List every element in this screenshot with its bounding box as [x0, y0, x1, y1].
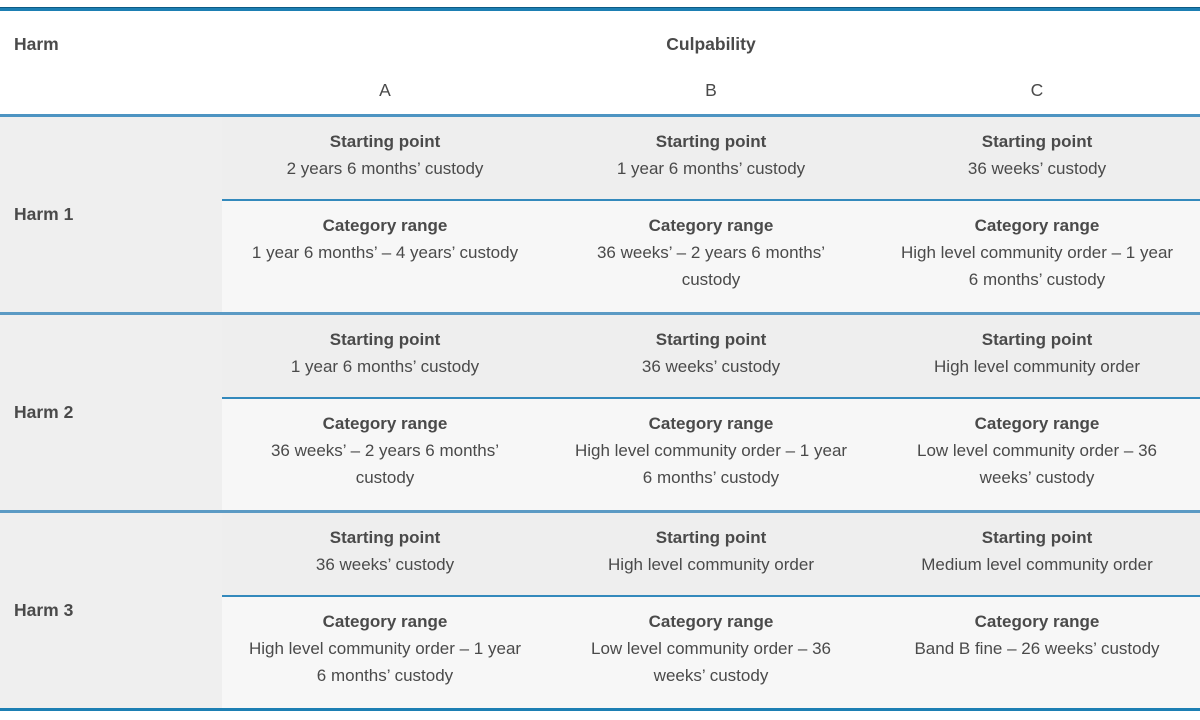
- table-cell: Category range High level community orde…: [222, 597, 548, 708]
- harm-column-header: Harm: [14, 34, 59, 54]
- starting-point-value: 36 weeks’ custody: [967, 159, 1107, 178]
- table-cell: Category range High level community orde…: [548, 399, 874, 510]
- group-rule: [0, 312, 1200, 315]
- table-cell: Category range High level community orde…: [874, 201, 1200, 312]
- table-cell: Starting point 2 years 6 months’ custody: [222, 117, 548, 199]
- table-cell: Starting point High level community orde…: [874, 315, 1200, 397]
- category-range-value: High level community order – 1 year 6 mo…: [900, 243, 1174, 289]
- starting-point-heading: Starting point: [329, 330, 441, 349]
- harm-1-group: Harm 1 Starting point 2 years 6 months’ …: [0, 117, 1200, 312]
- table-cell: Starting point Medium level community or…: [874, 513, 1200, 595]
- subrow-separator: [222, 199, 1200, 201]
- table-cell: Category range Band B fine – 26 weeks’ c…: [874, 597, 1200, 708]
- category-range-heading: Category range: [648, 414, 774, 433]
- starting-point-heading: Starting point: [981, 330, 1093, 349]
- column-header-c: C: [1030, 80, 1044, 100]
- category-range-heading: Category range: [648, 216, 774, 235]
- category-range-heading: Category range: [974, 414, 1100, 433]
- starting-point-heading: Starting point: [981, 132, 1093, 151]
- column-header-a: A: [379, 80, 391, 100]
- group-rule: [0, 510, 1200, 513]
- category-range-value: 36 weeks’ – 2 years 6 months’ custody: [596, 243, 826, 289]
- starting-point-heading: Starting point: [655, 528, 767, 547]
- table-cell: Category range Low level community order…: [874, 399, 1200, 510]
- starting-point-heading: Starting point: [981, 528, 1093, 547]
- starting-point-value: 1 year 6 months’ custody: [290, 357, 480, 376]
- harm-3-content: Starting point 36 weeks’ custody Startin…: [222, 513, 1200, 708]
- starting-point-value: 36 weeks’ custody: [315, 555, 455, 574]
- bottom-rule: [0, 708, 1200, 711]
- category-range-value: 1 year 6 months’ – 4 years’ custody: [251, 243, 519, 262]
- harm-3-group: Harm 3 Starting point 36 weeks’ custody …: [0, 513, 1200, 708]
- table-cell: Category range 36 weeks’ – 2 years 6 mon…: [222, 399, 548, 510]
- harm-2-label: Harm 2: [0, 315, 222, 510]
- table-cell: Category range Low level community order…: [548, 597, 874, 708]
- starting-point-value: High level community order: [608, 555, 814, 574]
- table-cell: Category range 1 year 6 months’ – 4 year…: [222, 201, 548, 312]
- category-range-heading: Category range: [648, 612, 774, 631]
- table-cell: Starting point 36 weeks’ custody: [548, 315, 874, 397]
- category-range-heading: Category range: [974, 216, 1100, 235]
- category-range-heading: Category range: [322, 216, 448, 235]
- category-range-value: Low level community order – 36 weeks’ cu…: [916, 441, 1157, 487]
- starting-point-value: 1 year 6 months’ custody: [616, 159, 806, 178]
- table-cell: Starting point 36 weeks’ custody: [222, 513, 548, 595]
- harm-3-starting-point-row: Starting point 36 weeks’ custody Startin…: [222, 513, 1200, 595]
- starting-point-value: 36 weeks’ custody: [641, 357, 781, 376]
- top-rule: [0, 7, 1200, 11]
- category-range-value: 36 weeks’ – 2 years 6 months’ custody: [270, 441, 500, 487]
- starting-point-value: Medium level community order: [921, 555, 1153, 574]
- starting-point-value: 2 years 6 months’ custody: [286, 159, 484, 178]
- category-range-value: Low level community order – 36 weeks’ cu…: [590, 639, 831, 685]
- starting-point-heading: Starting point: [655, 132, 767, 151]
- table-cell: Starting point 1 year 6 months’ custody: [548, 117, 874, 199]
- table-cell: Starting point 36 weeks’ custody: [874, 117, 1200, 199]
- starting-point-heading: Starting point: [655, 330, 767, 349]
- header-row: Harm Culpability: [0, 11, 1200, 55]
- category-range-heading: Category range: [322, 612, 448, 631]
- subrow-separator: [222, 595, 1200, 597]
- harm-2-starting-point-row: Starting point 1 year 6 months’ custody …: [222, 315, 1200, 397]
- category-range-heading: Category range: [974, 612, 1100, 631]
- harm-1-label: Harm 1: [0, 117, 222, 312]
- harm-2-category-range-row: Category range 36 weeks’ – 2 years 6 mon…: [222, 399, 1200, 510]
- harm-3-category-range-row: Category range High level community orde…: [222, 597, 1200, 708]
- category-range-value: High level community order – 1 year 6 mo…: [248, 639, 522, 685]
- column-header-b: B: [705, 80, 717, 100]
- harm-1-content: Starting point 2 years 6 months’ custody…: [222, 117, 1200, 312]
- harm-1-starting-point-row: Starting point 2 years 6 months’ custody…: [222, 117, 1200, 199]
- harm-3-label: Harm 3: [0, 513, 222, 708]
- harm-1-category-range-row: Category range 1 year 6 months’ – 4 year…: [222, 201, 1200, 312]
- starting-point-heading: Starting point: [329, 528, 441, 547]
- starting-point-heading: Starting point: [329, 132, 441, 151]
- culpability-columns-row: A B C: [0, 55, 1200, 114]
- table-cell: Starting point High level community orde…: [548, 513, 874, 595]
- harm-2-group: Harm 2 Starting point 1 year 6 months’ c…: [0, 315, 1200, 510]
- category-range-value: Band B fine – 26 weeks’ custody: [914, 639, 1160, 658]
- spacer: [0, 80, 222, 101]
- table-cell: Category range 36 weeks’ – 2 years 6 mon…: [548, 201, 874, 312]
- starting-point-value: High level community order: [934, 357, 1140, 376]
- table-cell: Starting point 1 year 6 months’ custody: [222, 315, 548, 397]
- category-range-value: High level community order – 1 year 6 mo…: [574, 441, 848, 487]
- category-range-heading: Category range: [322, 414, 448, 433]
- harm-2-content: Starting point 1 year 6 months’ custody …: [222, 315, 1200, 510]
- subrow-separator: [222, 397, 1200, 399]
- culpability-header: Culpability: [666, 34, 756, 54]
- header-rule: [0, 114, 1200, 117]
